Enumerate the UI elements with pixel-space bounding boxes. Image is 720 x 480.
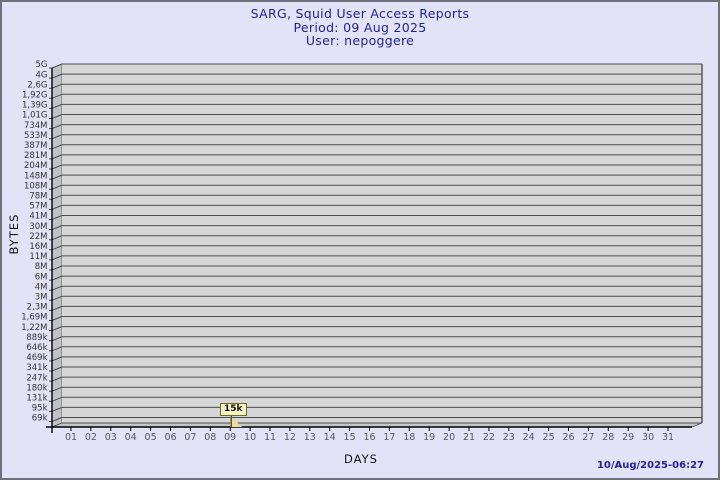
chart-3d-wall [51, 63, 63, 428]
x-axis-tick-label: 13 [304, 432, 316, 443]
x-axis-tick-label: 08 [204, 432, 216, 443]
y-axis-tick-label: 646k [26, 343, 47, 353]
x-axis-tick-label: 21 [463, 432, 475, 443]
y-axis-tick-label: 30M [29, 222, 47, 232]
y-axis-tick-label: 8M [35, 262, 48, 272]
x-axis-tick-label: 06 [164, 432, 176, 443]
x-axis-tick-label: 23 [503, 432, 515, 443]
y-axis-tick-label: 2,6G [27, 80, 47, 90]
y-axis-tick-label: 6M [35, 272, 48, 282]
x-axis-tick-label: 09 [224, 432, 236, 443]
y-axis-tick-label: 281M [24, 151, 48, 161]
y-axis-tick-label: 1,69M [21, 313, 47, 323]
x-axis-tick-label: 26 [562, 432, 574, 443]
y-axis-tick-label: 469k [26, 353, 47, 363]
x-axis-tick-label: 29 [622, 432, 634, 443]
generated-timestamp: 10/Aug/2025-06:27 [596, 460, 704, 471]
y-axis-tick-label: 41M [29, 212, 47, 222]
x-axis-tick-label: 11 [264, 432, 276, 443]
page-title: SARG, Squid User Access Reports [250, 6, 470, 21]
y-axis-tick-label: 16M [29, 242, 47, 252]
y-axis-tick-label: 4M [35, 282, 48, 292]
report-period: Period: 09 Aug 2025 [293, 19, 427, 35]
chart-header: SARG, Squid User Access Reports Period: … [2, 7, 718, 48]
y-axis-tick-label: 1,01G [22, 111, 48, 121]
x-axis-tick-label: 05 [145, 432, 157, 443]
y-axis-tick-label: 341k [26, 363, 47, 373]
plot-area [62, 64, 702, 423]
y-axis-tick-label: 387M [24, 141, 48, 151]
y-axis-tick-label: 247k [26, 373, 47, 383]
x-axis-tick-label: 24 [523, 432, 535, 443]
y-axis-tick-label: 734M [24, 121, 48, 131]
y-axis-tick-label: 108M [24, 181, 48, 191]
y-axis-tick-label: 22M [29, 232, 47, 242]
x-axis-tick-label: 03 [105, 432, 117, 443]
x-axis-tick-label: 16 [363, 432, 375, 443]
y-axis-tick-label: 3M [35, 293, 48, 303]
y-axis-tick-label: 533M [24, 131, 48, 141]
x-axis-tick-label: 12 [284, 432, 296, 443]
y-axis-tick-label: 11M [29, 252, 47, 262]
y-axis-tick-label: 148M [24, 171, 48, 181]
y-axis-tick-label: 5G [36, 60, 48, 70]
y-axis-tick-label: 131k [26, 394, 47, 404]
x-axis-tick-label: 25 [543, 432, 555, 443]
x-axis-tick-label: 02 [85, 432, 97, 443]
y-axis-tick-label: 4G [36, 70, 48, 80]
x-axis-tick-label: 31 [662, 432, 674, 443]
x-axis-tick-label: 20 [443, 432, 455, 443]
y-axis-tick-label: 57M [29, 202, 47, 212]
y-axis-title: BYTES [7, 213, 21, 255]
y-axis-tick-label: 889k [26, 333, 47, 343]
x-axis-tick-label: 18 [403, 432, 415, 443]
x-axis-tick-label: 04 [125, 432, 137, 443]
x-axis-tick-label: 01 [65, 432, 77, 443]
y-axis-tick-label: 1,22M [21, 323, 47, 333]
x-axis-tick-label: 28 [602, 432, 614, 443]
y-axis-tick-label: 78M [29, 192, 47, 202]
y-axis-tick-label: 95k [32, 404, 48, 414]
x-axis-tick-label: 22 [483, 432, 495, 443]
y-axis-tick-label: 69k [32, 414, 48, 424]
annotation-wedge [230, 416, 243, 427]
data-point-label: 15k [220, 403, 247, 416]
x-axis-tick-label: 19 [423, 432, 435, 443]
x-axis-tick-label: 10 [244, 432, 256, 443]
y-axis-tick-label: 180k [26, 383, 47, 393]
x-axis-tick-label: 15 [344, 432, 356, 443]
y-axis-tick-label: 1,92G [22, 91, 48, 101]
y-axis-tick-label: 1,39G [22, 101, 48, 111]
y-axis-tick-label: 204M [24, 161, 48, 171]
x-axis-tick-label: 17 [383, 432, 395, 443]
x-axis-tick-label: 27 [582, 432, 594, 443]
x-axis-tick-label: 07 [184, 432, 196, 443]
y-axis-tick-label: 2,3M [27, 303, 48, 313]
x-axis-title: DAYS [344, 452, 378, 466]
report-user: User: nepoggere [305, 33, 415, 48]
x-axis-tick-label: 14 [324, 432, 336, 443]
x-axis-tick-label: 30 [642, 432, 654, 443]
